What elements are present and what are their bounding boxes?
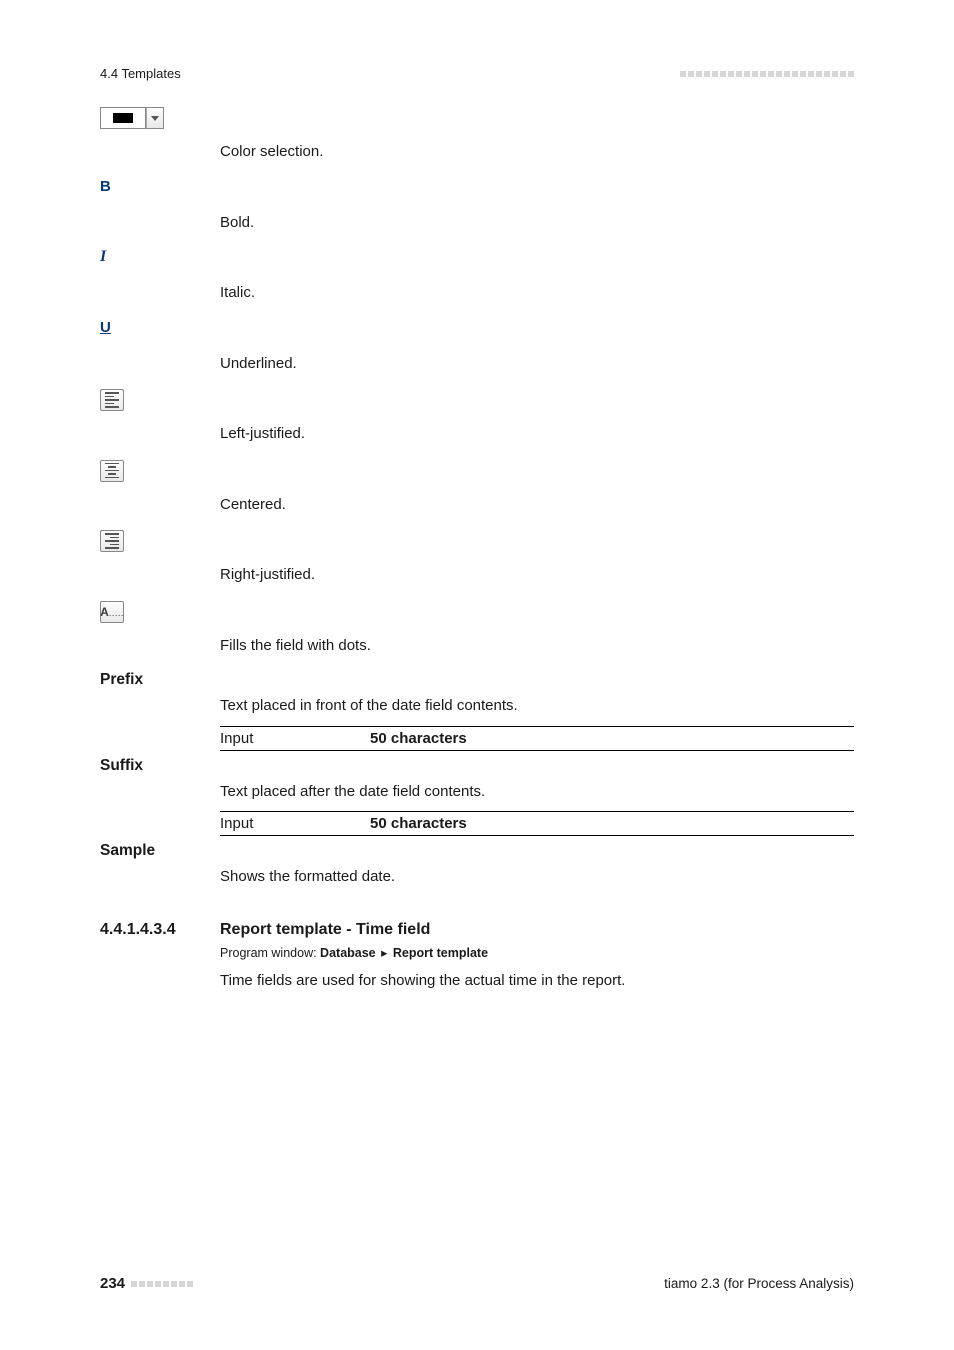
bold-icon[interactable]: B [100,178,111,195]
entry-prefix: Prefix Text placed in front of the date … [100,669,854,751]
italic-icon[interactable]: I [100,248,106,265]
content-area: Color selection. B Bold. I Italic. U [100,105,854,1000]
page-footer: 234 tiamo 2.3 (for Process Analysis) [100,1275,854,1292]
entry-italic: I Italic. [100,246,854,313]
align-center-icon [105,463,119,479]
entry-align-right: Right-justified. [100,528,854,595]
page-header: 4.4 Templates [100,66,854,81]
breadcrumb: Program window: Database ▸ Report templa… [220,945,854,960]
header-decor-dots [680,71,854,77]
color-swatch-box [100,107,146,129]
entry-bold: B Bold. [100,176,854,243]
prefix-input-label: Input [220,730,370,747]
page-number: 234 [100,1275,125,1292]
label-prefix: Prefix [100,671,220,689]
desc-underlined: Underlined. [220,353,854,376]
underline-icon[interactable]: U [100,319,111,336]
entry-sample: Sample Shows the formatted date. [100,840,854,897]
desc-bold: Bold. [220,212,854,235]
breadcrumb-separator: ▸ [381,946,387,960]
desc-suffix: Text placed after the date field content… [220,781,854,804]
align-left-button[interactable] [100,389,124,411]
section-title: Report template - Time field [220,921,854,939]
fill-dots-icon: A..... [100,605,124,619]
align-right-button[interactable] [100,530,124,552]
align-right-icon [105,533,119,549]
header-section-label: 4.4 Templates [100,66,181,81]
suffix-input-table: Input 50 characters [220,811,854,836]
footer-right-text: tiamo 2.3 (for Process Analysis) [664,1276,854,1291]
section-body: Time fields are used for showing the act… [220,970,854,993]
suffix-input-value: 50 characters [370,815,467,832]
entry-underline: U Underlined. [100,317,854,384]
prefix-input-table: Input 50 characters [220,726,854,751]
entry-color-selection: Color selection. [100,105,854,172]
desc-fill-dots: Fills the field with dots. [220,635,854,658]
prefix-input-value: 50 characters [370,730,467,747]
desc-color-selection: Color selection. [220,141,854,164]
label-sample: Sample [100,842,220,860]
page: 4.4 Templates Color selection. B Bol [0,0,954,1350]
section-heading: 4.4.1.4.3.4 Report template - Time field… [100,921,854,1001]
entry-align-center: Centered. [100,458,854,525]
desc-right: Right-justified. [220,564,854,587]
desc-center: Centered. [220,494,854,517]
entry-align-left: Left-justified. [100,387,854,454]
dropdown-arrow-icon [146,107,164,129]
entry-fill-dots: A..... Fills the field with dots. [100,599,854,666]
breadcrumb-item-report-template: Report template [393,946,488,960]
fill-dots-button[interactable]: A..... [100,601,124,623]
entry-suffix: Suffix Text placed after the date field … [100,755,854,837]
suffix-input-label: Input [220,815,370,832]
desc-sample: Shows the formatted date. [220,866,854,889]
footer-left: 234 [100,1275,193,1292]
footer-decor-dots [131,1281,193,1287]
align-center-button[interactable] [100,460,124,482]
breadcrumb-item-database: Database [320,946,376,960]
color-select-button[interactable] [100,107,164,129]
align-left-icon [105,392,119,408]
desc-prefix: Text placed in front of the date field c… [220,695,854,718]
desc-left: Left-justified. [220,423,854,446]
label-suffix: Suffix [100,757,220,775]
breadcrumb-prefix: Program window: [220,946,320,960]
section-number: 4.4.1.4.3.4 [100,921,220,1001]
desc-italic: Italic. [220,282,854,305]
